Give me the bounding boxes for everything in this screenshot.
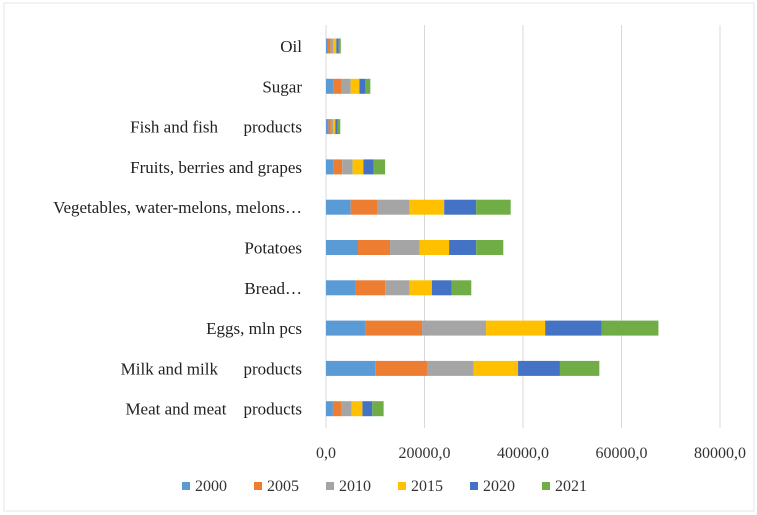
legend-label: 2005 [267, 478, 299, 495]
bar-segment [358, 240, 391, 255]
legend-label: 2015 [411, 478, 443, 495]
bar-segment [362, 401, 373, 417]
bar-segment [359, 78, 366, 94]
bar-segment [333, 38, 337, 54]
bar-segment [390, 240, 420, 255]
legend-swatch [182, 482, 190, 490]
bar-segment [385, 280, 410, 296]
x-tick-label: 0,0 [316, 445, 336, 462]
bar-segment [333, 159, 343, 175]
bar-segment [326, 240, 359, 255]
bar-segment [365, 78, 371, 94]
bar-segment [426, 360, 474, 376]
category-label: Bread… [244, 279, 302, 298]
category-label: Fruits, berries and grapes [130, 158, 302, 177]
chart-border [3, 2, 755, 512]
bar-segment [327, 38, 331, 54]
bar-segment [350, 78, 360, 94]
bar-segment [326, 320, 366, 336]
legend: 2000 2005 2010 2015 2020 2021 [182, 478, 587, 495]
x-tick-label: 20000,0 [399, 445, 451, 462]
x-tick-label: 60000,0 [596, 445, 648, 462]
bar-segment [337, 119, 341, 135]
legend-swatch [326, 482, 334, 490]
bar-segment [355, 280, 386, 296]
bar-segment [326, 119, 329, 135]
bar-segment [409, 280, 432, 296]
bar-segment [422, 320, 487, 336]
bar-segment [377, 199, 410, 215]
category-label: Vegetables, water-melons, melons… [53, 198, 302, 217]
legend-swatch [470, 482, 478, 490]
bar-segment [350, 199, 378, 215]
bar-segment [326, 159, 334, 175]
bar-segment [444, 199, 477, 215]
bar-segment [342, 159, 353, 175]
category-label: Sugar [262, 77, 302, 96]
bar-segment [326, 360, 376, 376]
bar-segment [372, 401, 384, 417]
category-label: Meat and meat products [125, 400, 302, 419]
bar-segment [601, 320, 659, 336]
bar-segment [409, 199, 445, 215]
bar-segment [476, 240, 504, 255]
bar-segment [338, 38, 341, 54]
bar-segment [473, 360, 519, 376]
bar-segment [352, 159, 364, 175]
category-label: Potatoes [244, 239, 302, 258]
bar-segment [333, 78, 342, 94]
bar-segment [335, 119, 338, 135]
bar-segment [336, 38, 339, 54]
bar-segment [326, 401, 333, 417]
x-axis-tick-labels: 0,0 20000,0 40000,0 60000,0 80000,0 [316, 445, 746, 462]
legend-label: 2000 [195, 478, 227, 495]
bar-segment [330, 38, 334, 54]
x-tick-label: 80000,0 [694, 445, 746, 462]
bar-segment [486, 320, 546, 336]
bar-segment [341, 78, 351, 94]
bar-segment [326, 199, 351, 215]
legend-swatch [254, 482, 262, 490]
bar-segment [351, 401, 363, 417]
x-tick-label: 40000,0 [497, 445, 549, 462]
bar-segment [373, 159, 386, 175]
bar-segment [330, 119, 334, 135]
bar-segment [375, 360, 427, 376]
category-label: Fish and fish products [130, 118, 302, 137]
bar-segment [363, 159, 374, 175]
bar-segment [451, 280, 472, 296]
bar-segment [332, 401, 342, 417]
bar-segment [328, 119, 331, 135]
category-label: Milk and milk products [121, 359, 302, 378]
bars [326, 38, 659, 417]
bar-segment [333, 119, 336, 135]
bar-segment [365, 320, 423, 336]
category-label: Oil [280, 37, 302, 56]
bar-segment [326, 78, 334, 94]
bar-segment [518, 360, 560, 376]
bar-segment [431, 280, 452, 296]
bar-segment [559, 360, 600, 376]
bar-segment [419, 240, 450, 255]
legend-label: 2010 [339, 478, 371, 495]
legend-swatch [542, 482, 550, 490]
bar-segment [341, 401, 352, 417]
bar-segment [449, 240, 477, 255]
bar-segment [326, 38, 328, 54]
category-label: Eggs, mln pcs [206, 319, 302, 338]
bar-segment [326, 280, 356, 296]
legend-swatch [398, 482, 406, 490]
legend-label: 2021 [555, 478, 587, 495]
category-labels: Oil Sugar Fish and fish products Fruits, be… [53, 37, 302, 419]
bar-segment [545, 320, 602, 336]
legend-label: 2020 [483, 478, 515, 495]
bar-segment [476, 199, 511, 215]
